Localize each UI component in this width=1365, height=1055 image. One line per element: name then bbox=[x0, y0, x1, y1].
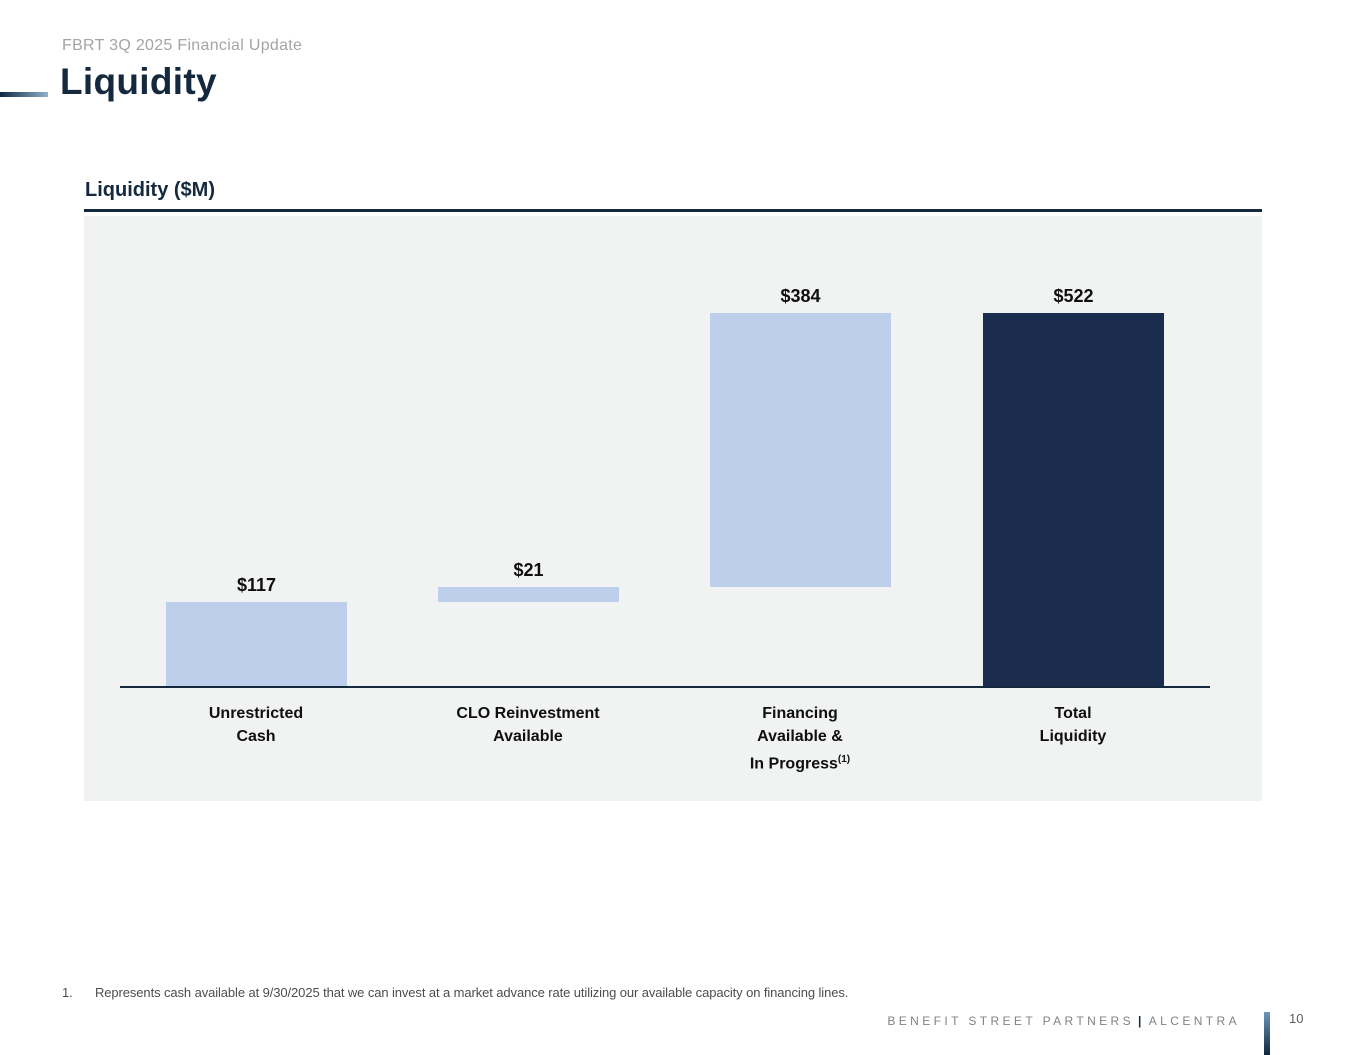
bar-value-label: $117 bbox=[236, 575, 277, 595]
chart-bar bbox=[438, 587, 619, 602]
footer-brand-right: ALCENTRA bbox=[1148, 1014, 1240, 1028]
footnote-number: 1. bbox=[62, 985, 73, 1000]
bar-category-label: Total Liquidity bbox=[1039, 705, 1107, 745]
title-accent-dash bbox=[0, 92, 48, 97]
chart-bar bbox=[166, 602, 347, 686]
footer-brand-left: BENEFIT STREET PARTNERS bbox=[887, 1014, 1135, 1028]
bar-category-label: Financing Available & In Progress(1) bbox=[749, 705, 851, 773]
bar-category-label: Unrestricted Cash bbox=[208, 705, 304, 745]
page-number: 10 bbox=[1289, 1011, 1304, 1026]
deck-subtitle: FBRT 3Q 2025 Financial Update bbox=[62, 37, 303, 54]
bar-category-label: CLO Reinvestment Available bbox=[456, 705, 600, 745]
liquidity-waterfall-chart: $117 Unrestricted Cash $21 CLO Reinvestment A… bbox=[84, 216, 1262, 801]
chart-title: Liquidity ($M) bbox=[85, 179, 215, 201]
page-title: Liquidity bbox=[60, 61, 217, 102]
footnote-text: Represents cash available at 9/30/2025 t… bbox=[95, 985, 849, 1000]
chart-bar bbox=[710, 313, 891, 587]
x-axis-line bbox=[120, 686, 1210, 688]
bar-value-label: $522 bbox=[1053, 286, 1094, 306]
footer-brand: BENEFIT STREET PARTNERS | ALCENTRA bbox=[887, 1014, 1240, 1028]
bar-value-label: $21 bbox=[513, 560, 544, 580]
chart-bar bbox=[983, 313, 1164, 686]
footnote-marker: (1) bbox=[837, 754, 851, 765]
footnote: 1. Represents cash available at 9/30/202… bbox=[62, 985, 1212, 1000]
bar-value-label: $384 bbox=[780, 286, 821, 306]
chart-title-underline bbox=[84, 209, 1262, 212]
footer-brand-separator: | bbox=[1138, 1014, 1145, 1028]
footer-accent-bar bbox=[1264, 1012, 1270, 1055]
